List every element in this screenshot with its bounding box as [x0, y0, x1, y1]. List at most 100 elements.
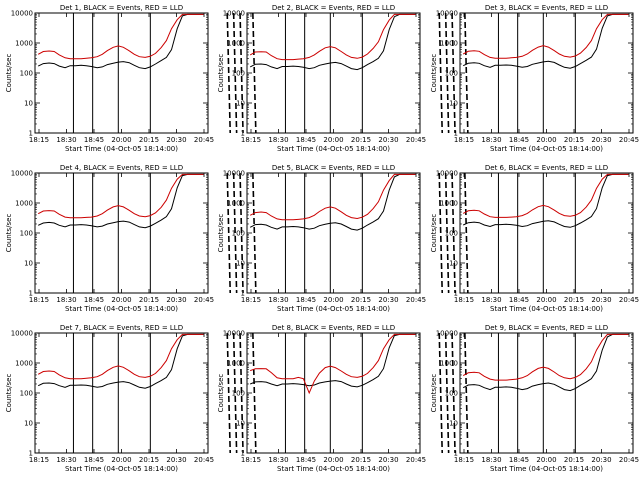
x-tick-label: 20:45: [619, 456, 639, 464]
y-tick-label: 1000: [15, 200, 33, 208]
dashed-marker-line: [239, 12, 244, 134]
y-axis-label: Counts/sec: [430, 54, 438, 93]
x-axis-label: Start Time (04-Oct-05 18:14:00): [490, 145, 603, 153]
x-tick-label: 18:15: [29, 296, 49, 304]
dashed-marker-line: [252, 172, 257, 294]
dashed-marker-line: [438, 12, 444, 134]
x-axis-label: Start Time (04-Oct-05 18:14:00): [277, 305, 390, 313]
x-tick-label: 20:30: [166, 296, 186, 304]
panel-6: 1 10 100 1000 10000 18:15 18:30 18:45 20:00 20:15…: [430, 164, 639, 313]
series-line-lld: [250, 333, 416, 395]
y-tick-label: 10000: [436, 170, 458, 178]
x-tick-label: 18:45: [509, 456, 529, 464]
y-tick-label: 10: [24, 420, 33, 428]
y-tick-label: 10000: [11, 170, 33, 178]
x-tick-label: 20:15: [351, 136, 371, 144]
y-tick-label: 1000: [227, 360, 245, 368]
x-tick-label: 20:00: [323, 456, 343, 464]
dashed-marker-line: [252, 12, 257, 134]
dashed-marker-line: [464, 12, 469, 134]
dashed-marker-line: [438, 172, 444, 294]
dashed-marker-line: [444, 332, 450, 454]
y-tick-label: 10: [236, 420, 245, 428]
y-tick-label: 1: [29, 450, 33, 458]
y-tick-label: 1000: [440, 40, 458, 48]
x-tick-label: 18:30: [268, 456, 288, 464]
y-tick-label: 1: [454, 130, 458, 138]
series-line-events: [462, 333, 629, 392]
y-tick-label: 100: [20, 230, 33, 238]
y-tick-label: 100: [232, 70, 245, 78]
y-tick-label: 100: [20, 390, 33, 398]
x-tick-label: 20:00: [536, 456, 556, 464]
y-tick-label: 1: [241, 130, 245, 138]
series-line-lld: [37, 173, 204, 219]
y-tick-label: 1000: [440, 200, 458, 208]
x-tick-label: 18:45: [84, 136, 104, 144]
x-tick-label: 20:30: [378, 296, 398, 304]
x-tick-label: 18:45: [296, 456, 316, 464]
x-tick-label: 18:30: [481, 296, 501, 304]
dashed-marker-line: [239, 172, 244, 294]
dashed-marker-line: [444, 12, 450, 134]
dashed-marker-line: [239, 332, 244, 454]
series-line-events: [37, 173, 204, 229]
series-line-events: [462, 173, 629, 228]
series-line-events: [37, 13, 204, 70]
panel-title: Det 6, BLACK = Events, RED = LLD: [485, 164, 608, 172]
dashed-marker-line: [226, 332, 232, 454]
x-tick-label: 20:45: [194, 136, 214, 144]
panel-title: Det 5, BLACK = Events, RED = LLD: [272, 164, 395, 172]
x-tick-label: 20:30: [591, 456, 611, 464]
x-axis-label: Start Time (04-Oct-05 18:14:00): [277, 145, 390, 153]
x-tick-label: 18:15: [241, 296, 261, 304]
series-line-events: [249, 13, 416, 71]
x-tick-label: 20:00: [323, 296, 343, 304]
x-tick-label: 20:15: [564, 296, 584, 304]
x-tick-label: 18:45: [84, 456, 104, 464]
x-tick-label: 20:15: [564, 136, 584, 144]
panel-5: 1 10 100 1000 10000 18:15 18:30 18:45 20:00 20:15…: [217, 164, 469, 313]
panel-4: 1 10 100 1000 10000 18:15 18:30 18:45 20:00 20:15…: [5, 164, 257, 313]
x-tick-label: 20:00: [323, 136, 343, 144]
y-axis-label: Counts/sec: [5, 374, 13, 413]
x-tick-label: 20:15: [139, 456, 159, 464]
x-tick-label: 20:15: [139, 136, 159, 144]
series-line-events: [37, 333, 204, 389]
dashed-marker-line: [232, 332, 238, 454]
series-line-lld: [462, 173, 629, 218]
dashed-marker-line: [444, 172, 450, 294]
x-tick-label: 20:30: [591, 136, 611, 144]
x-tick-label: 18:15: [29, 136, 49, 144]
x-tick-label: 18:30: [56, 456, 76, 464]
panel-title: Det 2, BLACK = Events, RED = LLD: [272, 4, 395, 12]
dashed-marker-line: [226, 172, 232, 294]
panel-title: Det 3, BLACK = Events, RED = LLD: [485, 4, 608, 12]
x-axis-label: Start Time (04-Oct-05 18:14:00): [490, 465, 603, 473]
panel-title: Det 7, BLACK = Events, RED = LLD: [60, 324, 183, 332]
x-tick-label: 18:45: [84, 296, 104, 304]
dashed-marker-line: [451, 332, 456, 454]
x-tick-label: 20:30: [166, 456, 186, 464]
x-tick-label: 18:30: [481, 456, 501, 464]
y-tick-label: 1: [454, 290, 458, 298]
x-tick-label: 18:15: [454, 136, 474, 144]
y-axis-label: Counts/sec: [430, 374, 438, 413]
panel-1: 1 10 100 1000 10000 18:15 18:30 18:45 20:00 20:15…: [5, 4, 257, 153]
y-tick-label: 10000: [11, 330, 33, 338]
x-tick-label: 18:30: [268, 296, 288, 304]
y-tick-label: 10: [449, 100, 458, 108]
x-tick-label: 20:30: [166, 136, 186, 144]
y-tick-label: 1: [241, 290, 245, 298]
y-tick-label: 10: [236, 100, 245, 108]
x-tick-label: 18:30: [481, 136, 501, 144]
y-tick-label: 10: [24, 260, 33, 268]
y-tick-label: 100: [445, 70, 458, 78]
panel-8: 1 10 100 1000 10000 18:15 18:30 18:45 20:00 20:15…: [217, 324, 469, 473]
x-tick-label: 20:15: [564, 456, 584, 464]
y-tick-label: 10000: [223, 170, 245, 178]
x-tick-label: 20:15: [351, 456, 371, 464]
dashed-marker-line: [451, 172, 456, 294]
panel-title: Det 9, BLACK = Events, RED = LLD: [485, 324, 608, 332]
x-tick-label: 20:45: [406, 136, 426, 144]
